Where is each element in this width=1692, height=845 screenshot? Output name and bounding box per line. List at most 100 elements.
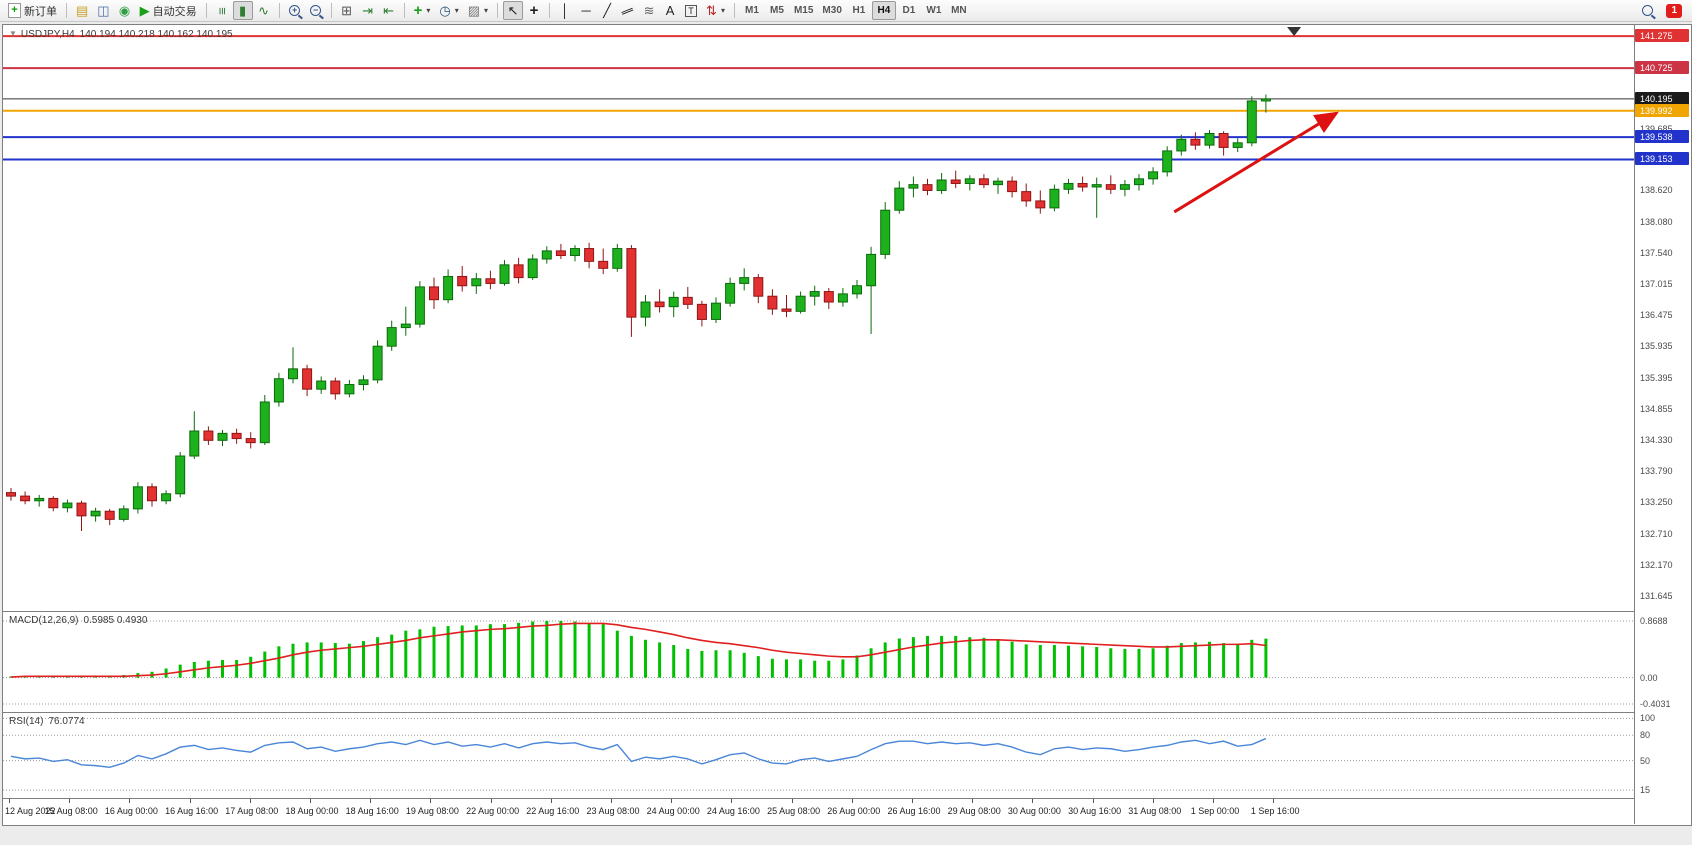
cursor-button[interactable]: ↖: [503, 1, 524, 20]
dropdown-arrow-icon: ▾: [426, 6, 431, 15]
timeframe-m1-button[interactable]: M1: [740, 1, 764, 20]
axis-divider: [1634, 25, 1635, 824]
metaeditor-button[interactable]: ▤: [72, 1, 92, 20]
chart-shift-button[interactable]: ⇤: [379, 1, 399, 20]
channel-button[interactable]: ∥: [618, 1, 638, 20]
macd-values: 0.5985 0.4930: [83, 615, 148, 626]
chart-window: ▼ USDJPY,H4 140.194 140.218 140.162 140.19…: [2, 24, 1692, 826]
templates-button[interactable]: ▨ ▾: [464, 1, 492, 20]
price-tick-label: 132.170: [1640, 560, 1673, 571]
chart-title-ohlc: 140.194 140.218 140.162 140.195: [79, 29, 233, 40]
timeframe-w1-button[interactable]: W1: [922, 1, 946, 20]
rsi-indicator-label: RSI(14) 76.0774: [9, 716, 85, 727]
time-axis-tick: [1152, 799, 1154, 803]
time-axis-tick: [189, 799, 191, 803]
macd-name: MACD(12,26,9): [9, 615, 79, 626]
time-axis-label: 16 Aug 00:00: [104, 806, 158, 816]
dropdown-arrow-icon: ▾: [454, 6, 459, 15]
trendline-button[interactable]: ╱: [597, 1, 617, 20]
arrows-icon: ⇅: [706, 2, 717, 18]
timeframe-d1-button[interactable]: D1: [897, 1, 921, 20]
rsi-pane[interactable]: [3, 713, 1634, 798]
time-axis-label: 30 Aug 00:00: [1007, 806, 1061, 816]
toolbar-separator: [330, 3, 332, 18]
price-tick-label: 134.855: [1640, 404, 1673, 415]
toolbar-separator: [278, 3, 280, 18]
new-order-icon: +: [8, 3, 21, 18]
horizontal-line-button[interactable]: ─: [576, 1, 596, 20]
new-order-button-label: 新订单: [24, 5, 57, 18]
time-axis-label: 23 Aug 08:00: [586, 806, 640, 816]
arrows-button[interactable]: ⇅ ▾: [702, 1, 729, 20]
time-axis-label: 25 Aug 08:00: [767, 806, 821, 816]
zoom-out-button[interactable]: −: [306, 1, 326, 20]
indicators-button[interactable]: + ▾: [410, 1, 435, 20]
time-axis-label: 24 Aug 16:00: [706, 806, 760, 816]
price-level-label: 139.538: [1635, 130, 1689, 144]
timeframe-h1-button[interactable]: H1: [847, 1, 871, 20]
rsi-value: 76.0774: [48, 716, 85, 727]
timeframe-mn-button[interactable]: MN: [947, 1, 971, 20]
toolbar-right: 1: [1637, 1, 1688, 20]
price-tick-label: 137.015: [1640, 278, 1673, 289]
timeframe-m5-button-label: M5: [770, 5, 784, 16]
time-axis-label: 26 Aug 00:00: [827, 806, 881, 816]
price-level-label: 139.992: [1635, 103, 1689, 117]
price-tick-label: 137.540: [1640, 248, 1673, 259]
time-axis-tick: [310, 799, 311, 803]
fibonacci-button[interactable]: ≋: [639, 1, 659, 20]
crosshair-button[interactable]: +: [524, 1, 544, 20]
timeframe-m5-button[interactable]: M5: [765, 1, 789, 20]
strategy-tester-button[interactable]: ◉: [115, 1, 135, 20]
time-axis-tick: [550, 799, 552, 803]
pane-divider[interactable]: [3, 611, 1691, 612]
autotrading-button-label: 自动交易: [152, 5, 197, 18]
bar-chart-button[interactable]: ≡: [212, 1, 232, 20]
time-axis-tick: [1213, 799, 1214, 803]
indicators-icon: +: [413, 1, 423, 19]
vertical-line-button[interactable]: │: [555, 1, 575, 20]
crosshair-icon: +: [529, 1, 539, 19]
timeframe-h4-button[interactable]: H4: [871, 1, 896, 20]
symbol-marker-icon: ▼: [9, 29, 17, 38]
time-axis-label: 31 Aug 08:00: [1128, 806, 1182, 816]
macd-axis-label: -0.4031: [1640, 698, 1671, 709]
market-watch-button[interactable]: ◫: [93, 1, 113, 20]
rsi-axis-label: 50: [1640, 755, 1651, 766]
new-order-button[interactable]: + 新订单: [4, 1, 61, 20]
toolbar-separator: [205, 3, 207, 18]
price-tick-label: 138.620: [1640, 185, 1673, 196]
price-chart-pane[interactable]: [3, 25, 1634, 611]
tile-windows-button[interactable]: ⊞: [337, 1, 357, 20]
time-axis-tick: [731, 799, 733, 803]
pane-divider[interactable]: [3, 712, 1691, 713]
candlestick-chart-button[interactable]: ▮: [232, 1, 253, 20]
notification-badge[interactable]: 1: [1666, 3, 1682, 18]
time-axis-label: 19 Aug 08:00: [405, 806, 459, 816]
price-axis[interactable]: 139.685 138.620 138.080 137.540 137.015 136.4…: [1635, 25, 1691, 824]
auto-scroll-button[interactable]: ⇥: [358, 1, 378, 20]
price-tick-label: 134.330: [1640, 434, 1673, 445]
macd-pane[interactable]: [3, 612, 1634, 712]
time-axis-tick: [1032, 799, 1034, 803]
zoom-in-button[interactable]: +: [285, 1, 305, 20]
timeframe-w1-button-label: W1: [926, 5, 942, 16]
time-axis[interactable]: 12 Aug 2022 15 Aug 08:00 16 Aug 00:00 16 Au…: [3, 799, 1634, 824]
cursor-icon: ↖: [507, 2, 519, 18]
periods-button[interactable]: ◷ ▾: [435, 1, 462, 20]
line-chart-button[interactable]: ∿: [254, 1, 274, 20]
timeframe-m15-button[interactable]: M15: [790, 1, 817, 20]
metaeditor-icon: ▤: [76, 2, 89, 18]
text-button[interactable]: A: [660, 1, 680, 20]
time-axis-label: 24 Aug 00:00: [646, 806, 700, 816]
time-axis-tick: [1273, 799, 1275, 803]
timeframe-mn-button-label: MN: [951, 5, 967, 16]
time-axis-label: 30 Aug 16:00: [1068, 806, 1122, 816]
time-axis-tick: [912, 799, 913, 803]
timeframe-m30-button[interactable]: M30: [818, 1, 845, 20]
price-tick-label: 132.710: [1640, 528, 1673, 539]
search-button[interactable]: [1637, 1, 1657, 20]
text-label-button[interactable]: T: [681, 1, 701, 20]
autotrading-button[interactable]: ▶ 自动交易: [136, 1, 201, 20]
toolbar-separator: [549, 3, 551, 18]
